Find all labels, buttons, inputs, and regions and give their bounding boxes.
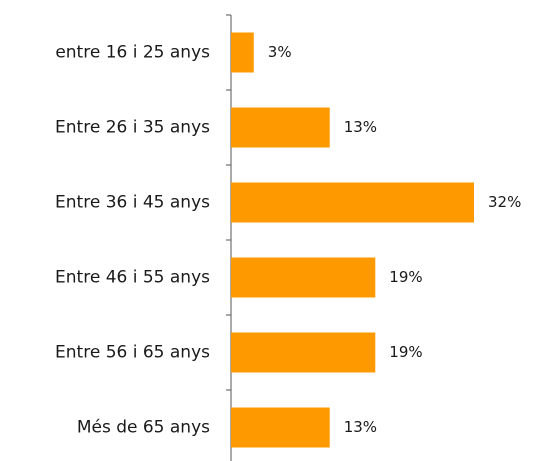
value-label: 13%	[344, 118, 377, 136]
category-label: entre 16 i 25 anys	[55, 43, 210, 63]
bar	[231, 182, 474, 223]
value-label: 32%	[488, 193, 521, 211]
category-label: Més de 65 anys	[77, 418, 210, 438]
value-label: 13%	[344, 418, 377, 436]
bar	[231, 32, 254, 73]
bar	[231, 107, 330, 148]
category-label: Entre 46 i 55 anys	[55, 268, 210, 288]
value-label: 19%	[389, 343, 422, 361]
bar	[231, 257, 376, 298]
value-label: 3%	[268, 43, 292, 61]
category-label: Entre 56 i 65 anys	[55, 343, 210, 363]
category-label: Entre 36 i 45 anys	[55, 193, 210, 213]
bar	[231, 407, 330, 448]
category-label: Entre 26 i 35 anys	[55, 118, 210, 138]
bar	[231, 332, 376, 373]
value-label: 19%	[389, 268, 422, 286]
